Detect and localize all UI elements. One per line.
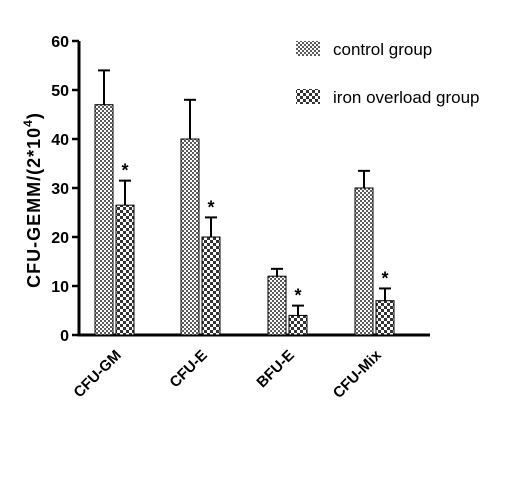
y-tick-label: 0 <box>60 328 69 345</box>
legend-label-iron: iron overload group <box>333 88 479 107</box>
y-axis-title-close: ) <box>24 112 44 119</box>
bar-control-3 <box>354 187 374 336</box>
y-tick-label: 30 <box>51 181 69 198</box>
bar-control-0 <box>94 104 114 336</box>
significance-star-2: * <box>294 286 301 306</box>
x-category-label: CFU-E <box>166 347 210 391</box>
x-category-labels: CFU-GM CFU-E BFU-E CFU-Mix <box>70 346 385 401</box>
y-tick-label: 20 <box>51 230 69 247</box>
x-category-label: CFU-GM <box>70 347 124 401</box>
y-axis-title-main: CFU-GEMM/(2*10 <box>24 127 44 288</box>
y-tick-label: 60 <box>51 34 69 51</box>
y-ticks: 0 10 20 30 40 50 60 <box>51 34 79 345</box>
bar-iron-2 <box>288 314 308 336</box>
bar-iron-3 <box>375 300 395 336</box>
y-axis-title-superscript: 4 <box>21 119 35 127</box>
bar-control-2 <box>267 275 287 336</box>
legend-swatch-iron <box>296 89 320 104</box>
significance-star-1: * <box>207 197 214 217</box>
y-tick-label: 40 <box>51 132 69 149</box>
y-tick-label: 10 <box>51 279 69 296</box>
bar-control-1 <box>180 138 200 336</box>
x-category-label: BFU-E <box>253 347 297 391</box>
legend-label-control: control group <box>333 40 432 59</box>
x-category-label: CFU-Mix <box>330 346 385 401</box>
legend: control group iron overload group <box>296 40 479 107</box>
y-axis-title: CFU-GEMM/(2*104) <box>21 112 44 288</box>
significance-star-0: * <box>121 161 128 181</box>
bars: * * * * <box>94 69 395 336</box>
significance-star-3: * <box>381 268 388 288</box>
bar-iron-0 <box>115 204 135 336</box>
legend-swatch-control <box>296 41 320 56</box>
bar-iron-1 <box>201 236 221 336</box>
y-tick-label: 50 <box>51 83 69 100</box>
